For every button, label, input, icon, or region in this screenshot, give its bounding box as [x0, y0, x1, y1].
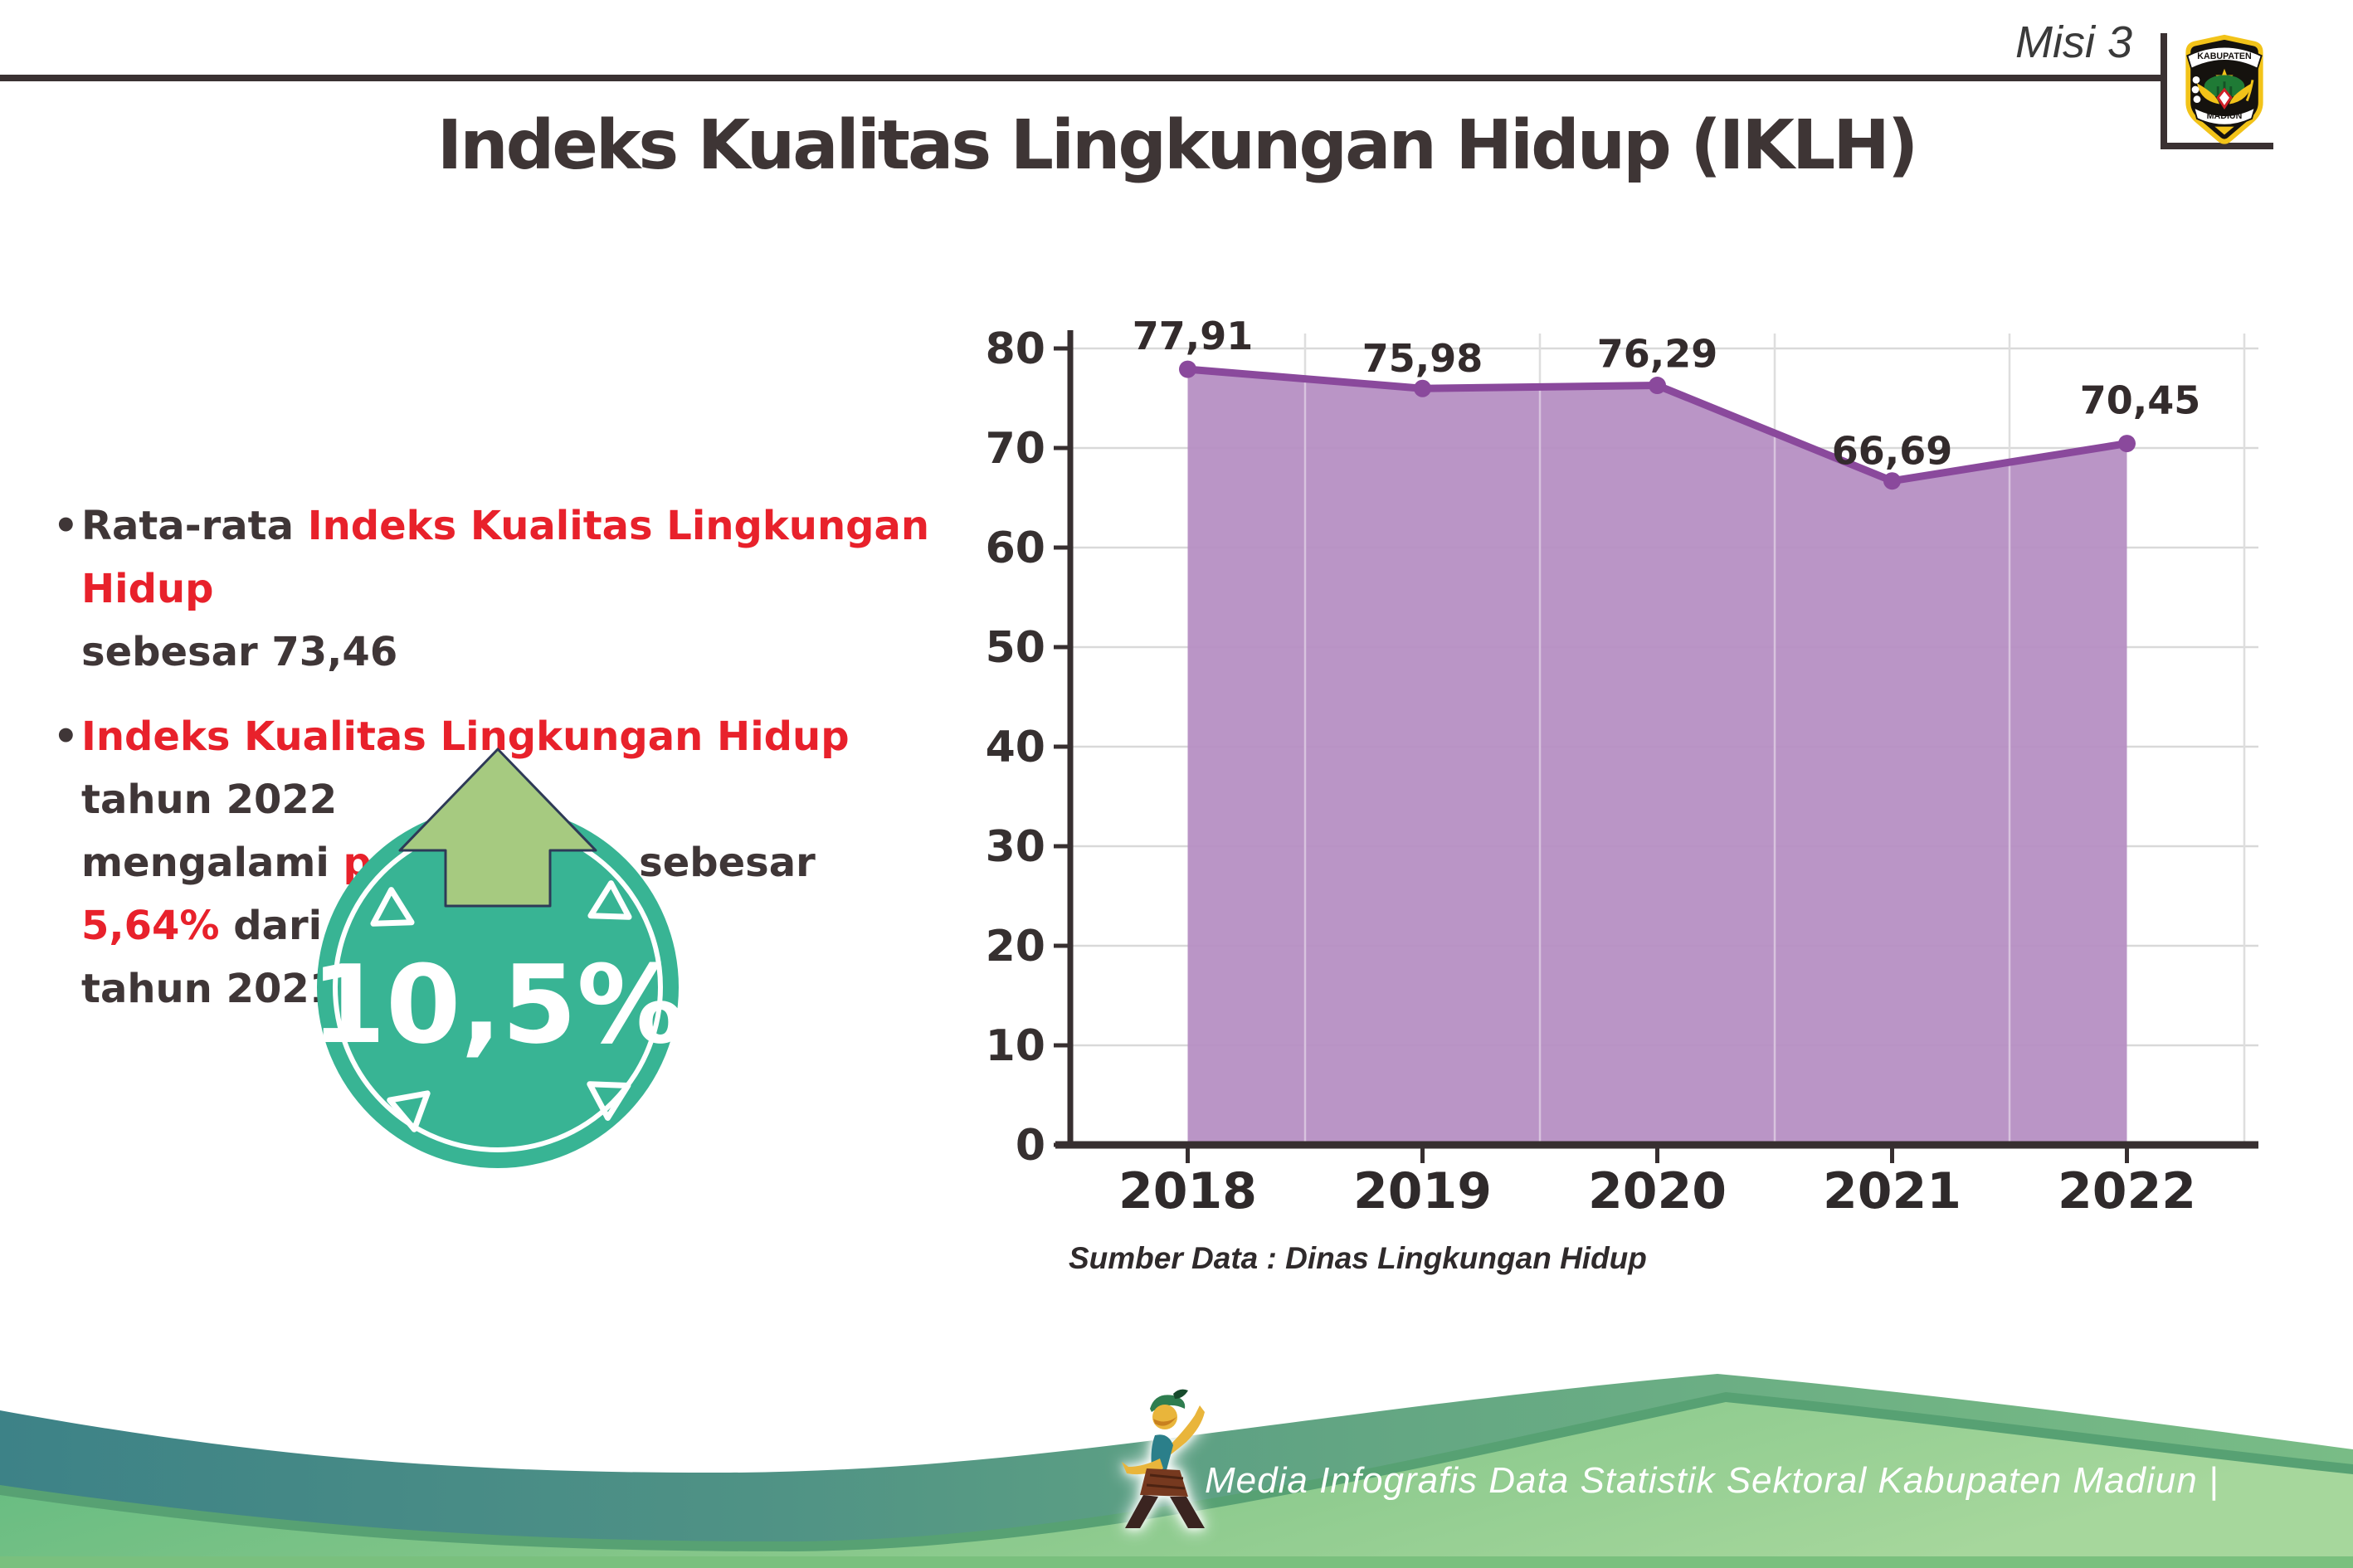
wave-base — [0, 1402, 2353, 1568]
summary-bullets: • Rata-rata Indeks Kualitas Lingkungan Hi… — [53, 494, 949, 1042]
mascot-leg-right — [1170, 1497, 1205, 1528]
bullet-text-segment: mengalami — [81, 840, 343, 886]
logo-banner-bottom — [2192, 105, 2257, 126]
data-point — [2118, 435, 2136, 453]
bullet-text-segment: tahun 2022 — [81, 777, 338, 823]
data-point-label: 75,98 — [1362, 336, 1483, 381]
logo-base-emblem — [2214, 126, 2234, 135]
increase-badge: 10,5% — [310, 747, 685, 1168]
mascot-head — [1152, 1405, 1177, 1429]
bullet-item: • Rata-rata Indeks Kualitas Lingkungan Hi… — [53, 494, 949, 684]
x-tick-label: 2018 — [1118, 1162, 1257, 1220]
logo-wing-left — [2196, 83, 2220, 105]
mascot-arm-right — [1167, 1405, 1205, 1455]
y-tick-label: 80 — [986, 324, 1045, 374]
mascot-sarong — [1140, 1468, 1188, 1497]
sparkle-triangle-nw — [370, 887, 415, 927]
chart-source-note: Sumber Data : Dinas Lingkungan Hidup — [1069, 1241, 1647, 1275]
footer-credit: Media Infografis Data Statistik Sektoral… — [1205, 1460, 2219, 1501]
iklh-area-chart: 77,91 75,98 76,29 66,69 70,45 0 10 20 30 40 50 60 70… — [986, 314, 2258, 1220]
up-arrow-icon — [398, 747, 597, 908]
mascot-headband — [1153, 1417, 1176, 1426]
bullet-text-segment: tahun 2021 — [81, 966, 338, 1012]
wave-bottom-strip — [0, 1556, 2353, 1568]
y-tick-label: 30 — [986, 822, 1045, 872]
mascot-beret-leaf — [1173, 1389, 1188, 1399]
logo-wing-right — [2229, 83, 2253, 105]
bullet-text-segment: sebesar — [625, 840, 816, 886]
header-rule — [0, 75, 2164, 81]
bullet-text-segment: 5,64% — [81, 903, 220, 949]
y-tick-label: 50 — [986, 623, 1045, 673]
kabupaten-madiun-logo: KABUPATEN MADIUN — [2185, 34, 2263, 144]
data-point-label: 76,29 — [1597, 332, 1718, 377]
x-tick-label: 2019 — [1353, 1162, 1492, 1220]
logo-frame-vertical — [2161, 33, 2167, 149]
dancer-mascot — [1122, 1389, 1205, 1528]
logo-center-shield — [2216, 87, 2233, 110]
y-tick-label: 40 — [986, 723, 1045, 772]
mascot-sarong-pattern — [1146, 1473, 1186, 1490]
y-tick-label: 70 — [986, 424, 1045, 474]
logo-banner-top-text: KABUPATEN — [2197, 51, 2251, 61]
data-point — [1649, 377, 1666, 395]
page-title: Indeks Kualitas Lingkungan Hidup (IKLH) — [436, 106, 1919, 185]
bullet-text-segment: Indeks Kualitas Lingkungan Hidup — [81, 713, 850, 760]
logo-frame-horizontal — [2161, 143, 2273, 149]
bullet-text-segment: dari — [219, 903, 323, 949]
logo-cotton-2 — [2191, 85, 2200, 94]
logo-banner-bottom-text: MADIUN — [2207, 111, 2243, 121]
x-tick-label: 2021 — [1823, 1162, 1961, 1220]
mascot-leg-left — [1125, 1495, 1158, 1528]
badge-percentage: 10,5% — [310, 942, 684, 1068]
y-tick-label: 20 — [986, 922, 1045, 971]
misi-label: Misi 3 — [2014, 17, 2132, 67]
area-fill — [1187, 369, 2127, 1145]
data-point — [1414, 379, 1431, 397]
sparkle-triangle-sw — [387, 1090, 431, 1132]
data-point — [1179, 360, 1196, 378]
logo-banner-top — [2186, 46, 2263, 71]
bullet-dot: • — [53, 503, 79, 549]
data-point-label: 70,45 — [2080, 378, 2201, 423]
logo-cotton-1 — [2192, 75, 2200, 84]
x-tick-label: 2022 — [2058, 1162, 2196, 1220]
bullet-text-segment: Rata-rata — [81, 503, 308, 549]
sparkle-triangle-ne — [587, 880, 632, 920]
data-point-label: 66,69 — [1832, 429, 1953, 474]
logo-rice-stalk — [2245, 80, 2254, 102]
data-point-label: 77,91 — [1133, 314, 1254, 358]
y-tick-label: 60 — [986, 523, 1045, 573]
bullet-text-segment: sebesar 73,46 — [81, 629, 398, 675]
bullet-text-segment: Indeks Kualitas Lingkungan Hidup — [81, 503, 930, 612]
y-tick-label: 10 — [986, 1021, 1045, 1071]
badge-sparkle-triangles — [370, 880, 632, 1132]
sparkle-triangle-se — [587, 1081, 631, 1121]
logo-cotton-3 — [2193, 95, 2201, 104]
y-tick-label: 0 — [1016, 1121, 1045, 1171]
x-tick-label: 2020 — [1588, 1162, 1727, 1220]
data-point — [1883, 472, 1901, 490]
bullet-dot: • — [53, 713, 79, 760]
badge-circle — [317, 806, 679, 1168]
